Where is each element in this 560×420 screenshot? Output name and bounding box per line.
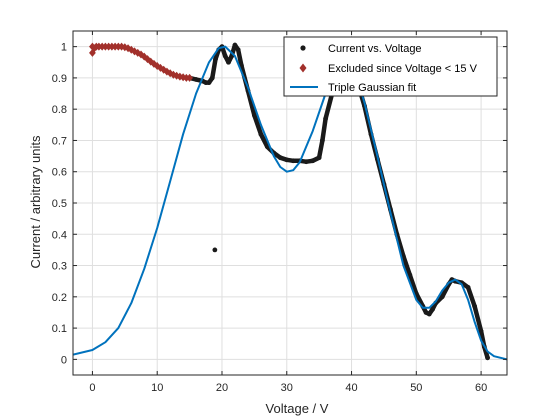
data-point bbox=[232, 42, 238, 48]
x-tick-label: 20 bbox=[216, 382, 228, 394]
legend-marker-excluded bbox=[299, 63, 307, 73]
excluded-point bbox=[179, 73, 187, 82]
y-tick-label: 0.7 bbox=[52, 135, 67, 147]
excluded-point bbox=[121, 43, 129, 52]
data-point bbox=[323, 116, 329, 121]
legend-entry-excluded: Excluded since Voltage < 15 V bbox=[328, 63, 478, 75]
data-point bbox=[222, 53, 228, 59]
excluded-point bbox=[163, 67, 171, 76]
x-axis-label: Voltage / V bbox=[266, 401, 329, 416]
excluded-point bbox=[157, 63, 164, 72]
legend-entry-current-vs-voltage: Current vs. Voltage bbox=[328, 43, 422, 55]
data-point bbox=[206, 80, 212, 85]
data-point bbox=[258, 131, 264, 137]
y-tick-label: 0 bbox=[61, 354, 67, 366]
y-tick-label: 0.5 bbox=[52, 198, 67, 210]
x-tick-label: 10 bbox=[151, 382, 163, 394]
y-tick-label: 0.9 bbox=[52, 73, 67, 85]
data-point bbox=[213, 56, 218, 62]
x-tick-label: 60 bbox=[475, 382, 487, 394]
data-point bbox=[226, 59, 231, 65]
legend: Current vs. Voltage Excluded since Volta… bbox=[283, 36, 498, 97]
data-point bbox=[310, 158, 316, 164]
x-tick-label: 30 bbox=[281, 382, 293, 394]
x-tick-label: 50 bbox=[410, 382, 422, 394]
series-layer bbox=[73, 42, 507, 361]
y-tick-label: 0.4 bbox=[52, 229, 67, 241]
data-point bbox=[465, 285, 471, 290]
x-tick-label: 40 bbox=[345, 382, 357, 394]
data-point bbox=[212, 247, 218, 253]
series-current-vs-voltage-trace bbox=[187, 42, 490, 361]
data-point bbox=[319, 138, 325, 143]
data-point bbox=[430, 306, 435, 312]
data-point bbox=[478, 328, 484, 334]
data-point bbox=[316, 155, 322, 161]
data-point bbox=[485, 355, 490, 361]
data-point bbox=[209, 75, 215, 81]
data-point bbox=[235, 47, 241, 53]
excluded-point bbox=[173, 71, 181, 80]
legend-box bbox=[283, 36, 498, 97]
legend-marker-current-vs-voltage bbox=[300, 45, 306, 51]
y-tick-label: 0.8 bbox=[52, 104, 67, 116]
data-point bbox=[472, 303, 478, 309]
data-point bbox=[251, 113, 257, 118]
y-tick-label: 0.2 bbox=[52, 292, 67, 304]
y-axis-label: Current / arbitrary units bbox=[28, 135, 43, 268]
data-point bbox=[407, 272, 413, 278]
data-point bbox=[193, 77, 199, 82]
data-point bbox=[277, 155, 283, 161]
excluded-point bbox=[186, 73, 193, 82]
y-tick-label: 1 bbox=[61, 42, 67, 54]
data-point bbox=[290, 158, 296, 164]
legend-entry-triple-gaussian-fit: Triple Gaussian fit bbox=[328, 82, 416, 94]
x-tick-labels: 0 10 20 30 40 50 60 bbox=[89, 382, 487, 394]
y-tick-labels: 0 0.1 0.2 0.3 0.4 0.5 0.6 0.7 0.8 0.9 1 bbox=[52, 42, 67, 367]
x-tick-label: 0 bbox=[89, 382, 95, 394]
data-point bbox=[426, 311, 432, 317]
y-tick-label: 0.3 bbox=[52, 261, 67, 273]
data-point bbox=[303, 159, 309, 165]
y-tick-label: 0.6 bbox=[52, 167, 67, 179]
excluded-point bbox=[137, 50, 145, 59]
data-point bbox=[439, 294, 445, 300]
excluded-point bbox=[131, 47, 138, 56]
data-point bbox=[284, 157, 290, 163]
y-tick-label: 0.1 bbox=[52, 323, 67, 335]
tick-marks bbox=[73, 31, 507, 375]
excluded-point bbox=[147, 57, 155, 66]
